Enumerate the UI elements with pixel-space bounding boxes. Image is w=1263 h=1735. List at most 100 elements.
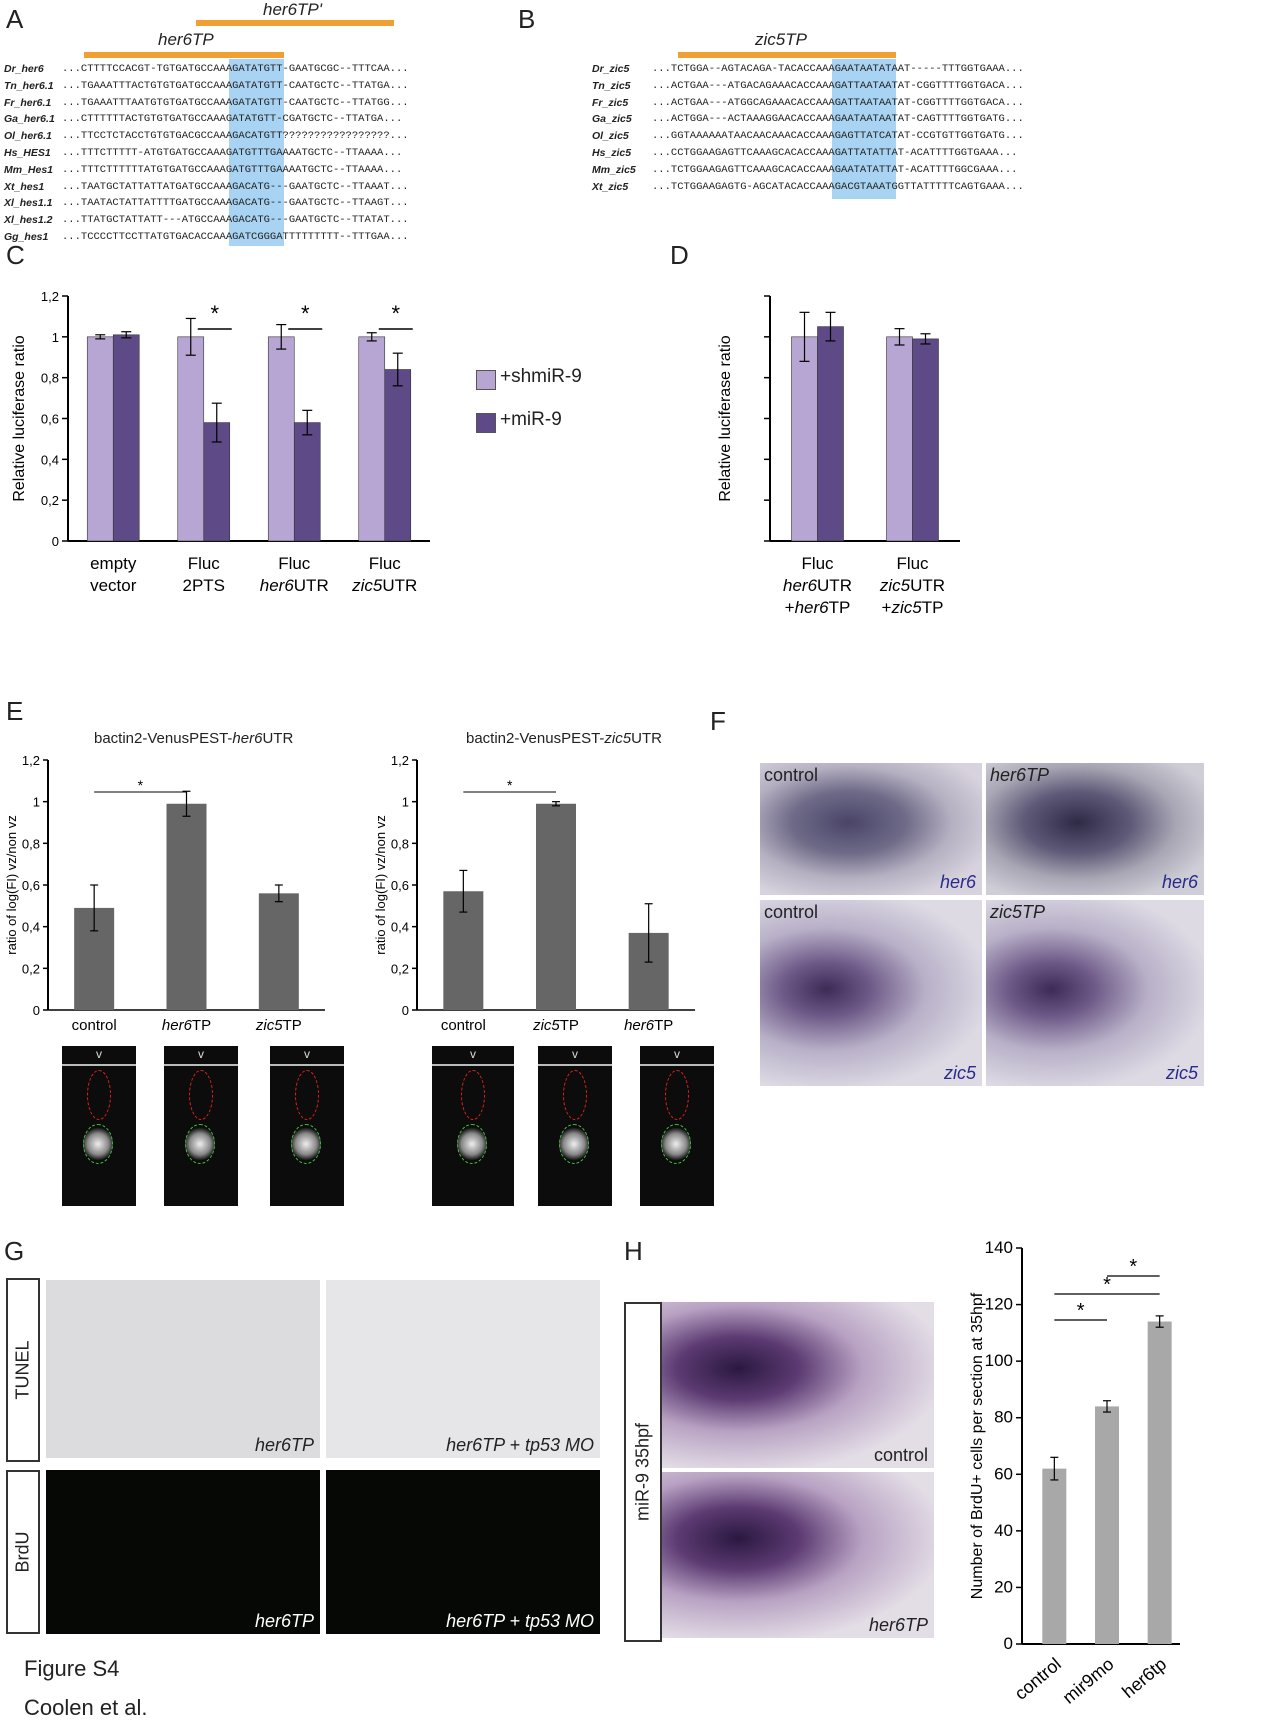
bar [536, 803, 576, 1010]
sequence: ...TAATACTATTATTTTGATGCCAAAGACATG---GAAT… [62, 197, 409, 210]
x-tick-label: 2PTS [182, 576, 225, 595]
panel-letter-e: E [6, 696, 24, 726]
sequence: ...TCCCCTTCCTTATGTGACACCAAAGATCGGGATTTTT… [62, 231, 409, 243]
sequence: ...TTCCTCTACCTGTGTGACGCCAAAGACATGTT?????… [62, 130, 409, 143]
species-name: Fr_her6.1 [4, 96, 52, 109]
significance-star: * [210, 301, 219, 326]
g-photo-brdu-tp53: her6TP + tp53 MO [326, 1470, 600, 1634]
non-vz-cell-outline [185, 1124, 215, 1164]
species-name: Hs_HES1 [4, 147, 51, 159]
significance-star: * [138, 777, 144, 793]
sequence: ...TTTCTTTTTTATGTGATGCCAAAGATGTTTGAAAATG… [62, 163, 403, 176]
y-tick-label: 0 [402, 1003, 409, 1018]
x-tick-label: zic5UTR [351, 576, 417, 595]
x-tick-label: control [72, 1017, 117, 1034]
x-tick-label: Fluc [896, 554, 929, 573]
species-name: Xl_hes1.1 [4, 197, 53, 210]
non-vz-cell-outline [457, 1124, 487, 1164]
f-gene-zic5-2: zic5 [1165, 1063, 1198, 1083]
f-photo-control-her6: control her6 [760, 763, 982, 895]
sequence: ...TTTCTTTTT-ATGTGATGCCAAAGATGTTTGAAAATG… [62, 147, 403, 159]
sequence: ...TCTGGAAGAGTG-AGCATACACCAAAGACGTAAATGG… [652, 180, 1024, 193]
x-tick-label: Fluc [801, 554, 834, 573]
bar [1095, 1406, 1119, 1644]
chart-e1-title: bactin2-VenusPEST-her6UTR [94, 730, 294, 747]
species-name: Dr_zic5 [592, 63, 630, 75]
d-y-label: Relative luciferase ratio [717, 335, 734, 501]
e-y-label: ratio of log(FI) vz/non vz [373, 815, 388, 954]
e-micrograph: v [62, 1046, 136, 1206]
species-name: Ga_zic5 [592, 113, 632, 126]
g-caption-3: her6TP [254, 1611, 314, 1631]
species-name: Fr_zic5 [592, 96, 629, 109]
zic5tp-bar [678, 52, 896, 58]
e-micrograph: v [640, 1046, 714, 1206]
panel-letter-c: C [6, 240, 25, 270]
y-tick-label: 0,6 [391, 878, 409, 893]
ventricle-label: v [470, 1047, 476, 1061]
x-tick-label: Fluc [278, 554, 311, 573]
bar [267, 336, 295, 542]
y-tick-label: 0,8 [391, 836, 409, 851]
y-tick-label: 0,8 [22, 836, 40, 851]
sequence: ...CTTTTTTACTGTGTGATGCCAAAGATATGTT-CGATG… [62, 113, 403, 126]
species-name: Xl_hes1.2 [4, 214, 53, 227]
e-micrograph: v [270, 1046, 344, 1206]
vz-cell-outline [563, 1070, 587, 1120]
her6tp-label: her6TP [158, 30, 214, 49]
y-tick-label: 120 [985, 1295, 1013, 1314]
species-name: Hs_zic5 [592, 147, 632, 159]
h-side-label: miR-9 35hpf [624, 1302, 662, 1642]
g-photo-tunel-tp53: her6TP + tp53 MO [326, 1280, 600, 1458]
h-photo-control: control [662, 1302, 934, 1468]
bar [1042, 1468, 1067, 1644]
sequence: ...ACTGAA---ATGGCAGAAACACCAAAGATTAATAATA… [652, 96, 1024, 109]
x-tick-label: vector [90, 576, 137, 595]
h-y-label: Number of BrdU+ cells per section at 35h… [969, 1292, 986, 1599]
vz-cell-outline [189, 1070, 213, 1120]
sequence: ...TGAAATTTAATGTGTGATGCCAAAGATATGTT-CAAT… [62, 96, 409, 109]
g-caption-1: her6TP [254, 1435, 314, 1455]
figure-authors: Coolen et al. [24, 1695, 148, 1720]
sequence: ...TTATGCTATTATT---ATGCCAAAGACATG---GAAT… [62, 214, 409, 227]
seed-highlight-b [832, 59, 896, 199]
sequence: ...TCTGGA--AGTACAGA-TACACCAAAGAATAATATAA… [652, 63, 1024, 75]
legend-label-shmir9: +shmiR-9 [500, 366, 582, 387]
f-gene-her6-1: her6 [939, 872, 976, 892]
bar [384, 369, 412, 542]
y-tick-label: 0,4 [391, 920, 409, 935]
sequence: ...CCTGGAAGAGTTCAAAGCACACCAAAGATTATATTAT… [652, 147, 1018, 159]
vz-cell-outline [461, 1070, 485, 1120]
panel-letter-f: F [710, 706, 726, 736]
x-tick-label: her6TP [624, 1017, 673, 1034]
y-tick-label: 20 [994, 1577, 1013, 1596]
y-tick-label: 1 [402, 795, 409, 810]
bar [166, 803, 207, 1010]
species-name: Xt_zic5 [592, 180, 629, 193]
sequence: ...TGAAATTTACTGTGTGATGCCAAAGATATGTT-CAAT… [62, 79, 409, 92]
significance-star: * [1129, 1256, 1137, 1278]
e-micrograph: v [538, 1046, 612, 1206]
bar [177, 336, 205, 542]
y-tick-label: 60 [994, 1464, 1013, 1483]
g-caption-4: her6TP + tp53 MO [446, 1611, 594, 1631]
significance-star: * [301, 301, 310, 326]
bar [912, 338, 939, 542]
panel-b-alignment: zic5TP Dr_zic5 ...TCTGGA--AGTACAGA-TACACC… [590, 0, 1250, 220]
species-name: Dr_her6 [4, 63, 44, 75]
non-vz-cell-outline [559, 1124, 589, 1164]
vz-cell-outline [295, 1070, 319, 1120]
y-tick-label: 0,8 [41, 371, 59, 386]
seed-highlight-a [229, 59, 284, 246]
species-name: Mm_Hes1 [4, 163, 54, 176]
panel-letter-a: A [6, 4, 24, 34]
y-tick-label: 0 [52, 534, 59, 549]
bar [817, 326, 844, 542]
x-tick-label: zic5TP [532, 1017, 579, 1034]
sequence: ...GGTAAAAAATAACAACAAACACCAAAGAGTTATCATA… [652, 130, 1024, 143]
vz-cell-outline [665, 1070, 689, 1120]
f-label-zic5tp: zic5TP [990, 902, 1046, 922]
x-tick-label: empty [90, 554, 137, 573]
chart-e2-title: bactin2-VenusPEST-zic5UTR [466, 730, 662, 747]
her6tp-bar [84, 52, 284, 58]
